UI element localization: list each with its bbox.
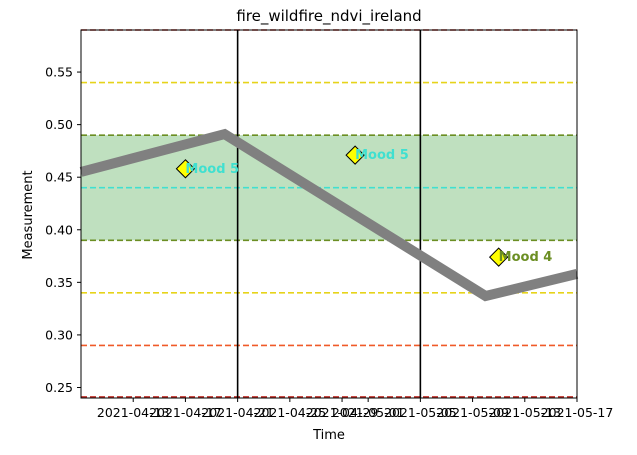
- annotation-label: Mood 5: [185, 162, 239, 177]
- x-tick-label: 2021-05-01: [332, 405, 405, 420]
- x-tick-label: 2021-04-29: [306, 405, 379, 420]
- y-tick-label: 0.30: [45, 327, 73, 342]
- y-tick-label: 0.55: [45, 65, 73, 80]
- x-axis-label: Time: [312, 428, 345, 443]
- y-tick-label: 0.25: [45, 380, 73, 395]
- x-tick-label: 2021-04-13: [97, 405, 170, 420]
- y-tick-label: 0.45: [45, 170, 73, 185]
- y-tick-label: 0.50: [45, 117, 73, 132]
- series-line: [79, 128, 579, 302]
- x-tick-label: 2021-04-17: [149, 405, 222, 420]
- x-tick-label: 2021-04-21: [201, 405, 274, 420]
- y-tick-label: 0.40: [45, 222, 73, 237]
- x-tick-label: 2021-05-09: [436, 405, 509, 420]
- axes-frame: [80, 29, 578, 399]
- annotation-marker: [488, 247, 509, 267]
- annotation-label: Mood 5: [355, 148, 409, 163]
- x-tick-label: 2021-05-05: [384, 405, 457, 420]
- annotation-label: Mood 4: [499, 250, 553, 265]
- x-tick-label: 2021-05-17: [541, 405, 614, 420]
- x-tick-label: 2021-04-25: [254, 405, 327, 420]
- plot-area: Mood 5 Mood 5 Mood 4 0.25 0.30 0.35 0.40 0.45 0.…: [45, 29, 614, 420]
- x-tick-label: 2021-05-13: [488, 405, 561, 420]
- chart-title: fire_wildfire_ndvi_ireland: [236, 7, 421, 26]
- annotation-marker: [345, 145, 365, 165]
- y-tick-label: 0.35: [45, 275, 73, 290]
- annotation-marker: [175, 159, 196, 179]
- y-axis-label: Measurement: [21, 170, 36, 259]
